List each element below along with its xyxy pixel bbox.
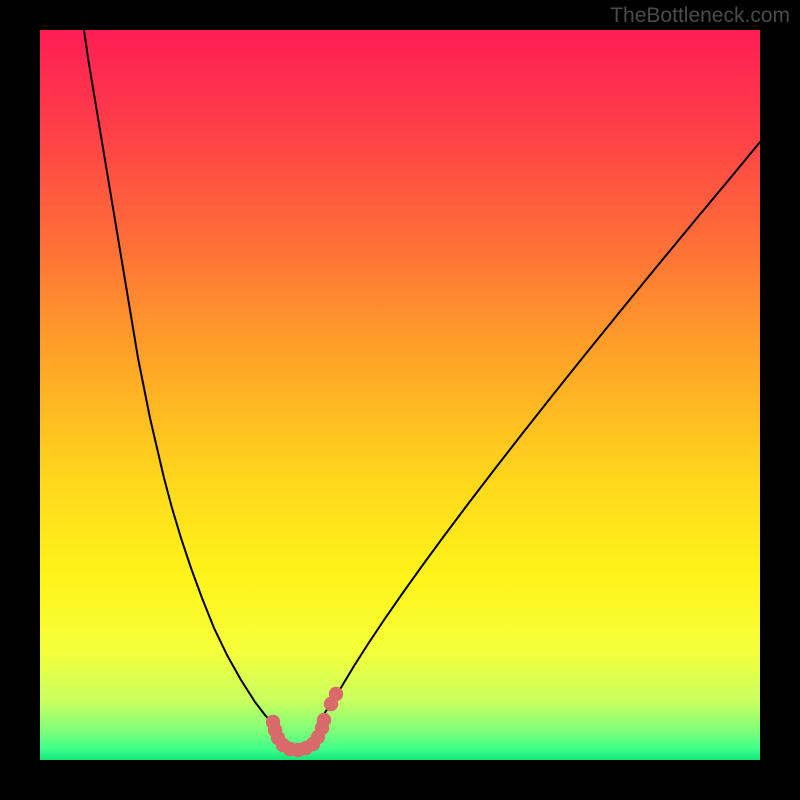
chart-area [40, 30, 760, 760]
chart-background [40, 30, 760, 760]
chart-svg [40, 30, 760, 760]
marker-point [317, 713, 331, 727]
marker-point [329, 687, 343, 701]
watermark-text: TheBottleneck.com [610, 4, 790, 28]
